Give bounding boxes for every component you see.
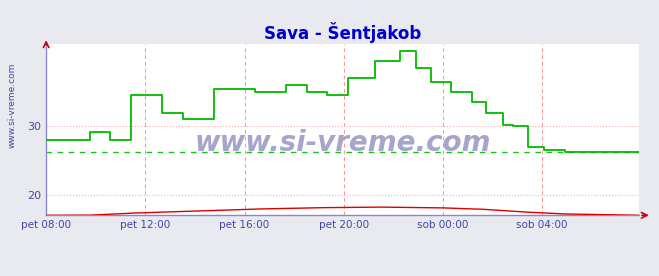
Title: Sava - Šentjakob: Sava - Šentjakob (264, 22, 421, 43)
Text: www.si-vreme.com: www.si-vreme.com (8, 62, 17, 148)
Text: www.si-vreme.com: www.si-vreme.com (194, 129, 491, 157)
